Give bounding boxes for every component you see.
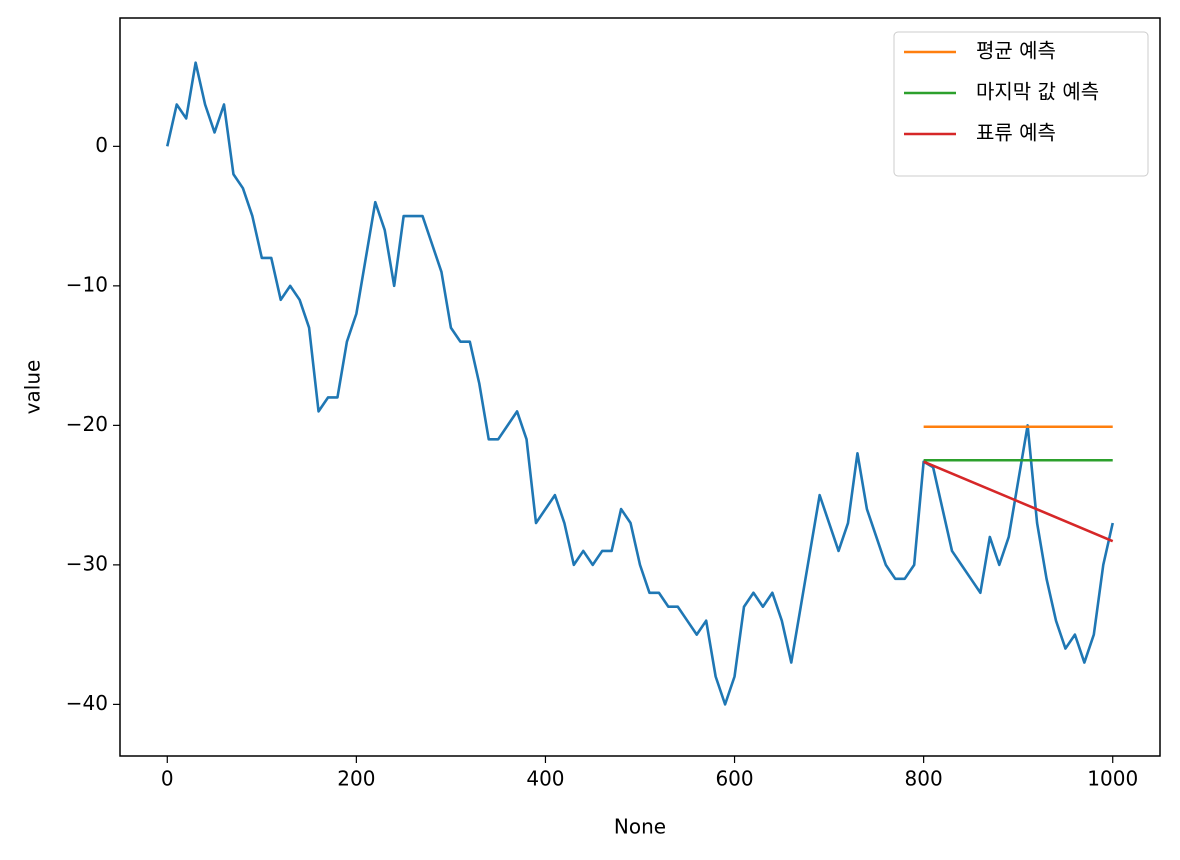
series-line: [923, 460, 1114, 543]
legend-label: 마지막 값 예측: [976, 80, 1099, 104]
x-tick-label: 1000: [1087, 767, 1138, 791]
y-tick-label: −10: [66, 272, 108, 296]
legend-label: 표류 예측: [976, 121, 1056, 145]
x-tick-label: 200: [337, 767, 375, 791]
legend-box: [893, 31, 1149, 177]
legend-label: 평균 예측: [976, 39, 1056, 63]
y-tick-label: −20: [66, 412, 108, 436]
x-tick-label: 600: [715, 767, 753, 791]
y-tick-label: −30: [66, 551, 108, 575]
y-tick-label: 0: [95, 133, 108, 157]
x-axis-label: None: [614, 815, 666, 839]
x-tick-label: 0: [161, 767, 174, 791]
series-line: [166, 61, 1114, 706]
x-tick-label: 400: [526, 767, 564, 791]
x-tick-label: 800: [905, 767, 943, 791]
y-tick-label: −40: [66, 691, 108, 715]
y-axis-label: value: [21, 360, 45, 415]
